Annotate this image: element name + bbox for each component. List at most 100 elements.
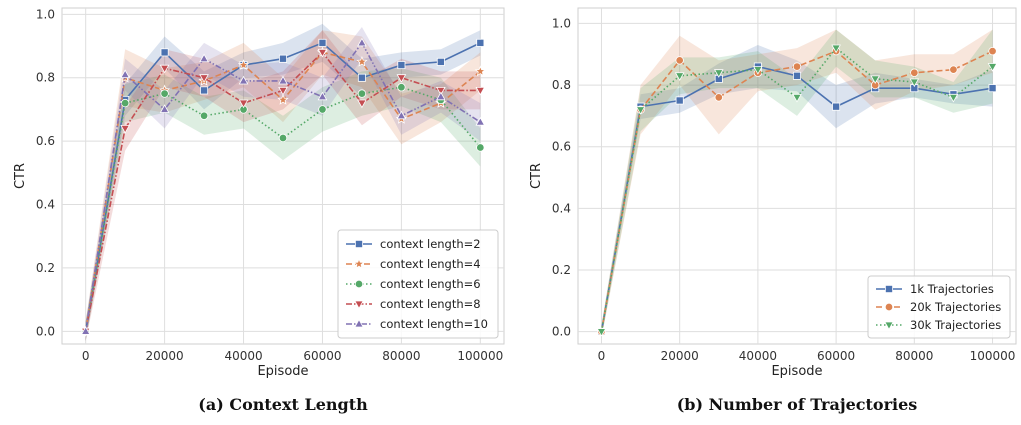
data-point [792,93,802,103]
data-point [317,48,328,58]
legend-entry: context length=6 [380,277,481,291]
x-tick-label: 100000 [457,349,503,363]
y-tick-label: 0.4 [36,198,55,212]
data-point [987,63,998,72]
data-point [120,98,130,108]
data-point [674,72,685,81]
x-tick-label: 20000 [146,349,184,363]
data-point [317,91,328,101]
legend-marker [354,300,364,310]
data-point [436,86,446,96]
confidence-band [85,30,481,341]
y-tick-label: 0.2 [36,261,55,275]
data-point [476,143,485,152]
data-point [476,38,485,47]
legend-box [867,275,1011,339]
data-point [318,105,327,114]
data-point [120,69,130,79]
data-point [120,124,130,134]
legend-entry: 20k Trajectories [910,300,1001,314]
x-tick-label: 20000 [661,349,699,363]
data-point [792,62,802,71]
confidence-band [601,29,993,338]
data-point [714,93,723,102]
series-line [84,41,481,332]
data-point [832,102,841,111]
data-point [596,328,607,337]
x-tick-label: 60000 [817,349,855,363]
data-point [199,111,209,120]
x-axis-label: Episode [771,364,822,379]
data-point [159,104,170,113]
data-point [277,93,289,105]
data-point [675,56,684,65]
legend: context length=2 context length=4 context … [337,229,499,339]
data-point [793,71,802,80]
data-point [397,61,406,70]
data-point [278,54,287,63]
y-tick-label: 1.0 [36,7,55,21]
y-tick-label: 1.0 [552,16,571,30]
data-point [160,48,169,57]
data-point [357,37,367,47]
data-point [396,110,407,120]
x-tick-label: 0 [82,349,90,363]
x-tick-label: 80000 [382,349,420,363]
x-tick-label: 40000 [224,349,262,363]
confidence-band [601,29,993,338]
data-point [278,75,288,85]
data-point [318,38,327,47]
data-point [80,326,91,335]
data-point [909,78,920,88]
data-point [948,93,959,103]
data-point [160,89,169,98]
data-point [356,55,368,67]
data-point [831,44,841,54]
legend-entry: 1k Trajectories [910,282,994,296]
y-axis-label: CTR [13,163,28,189]
x-tick-label: 100000 [970,349,1016,363]
legend-entry: context length=2 [380,237,481,251]
chart-caption: (b) Number of Trajectories [677,395,918,414]
data-point [238,75,249,85]
legend-entry: context length=4 [380,257,481,271]
data-point [675,96,684,105]
data-point [475,116,486,126]
chart-panel-number-of-trajectories: 0.0 0.2 0.4 0.6 0.8 1.0 0 20000 40000 60000 80000 1… [529,7,1017,414]
data-point [396,74,407,83]
data-point [910,68,919,77]
legend-marker [354,239,363,248]
y-tick-label: 0.2 [552,263,571,277]
data-point [635,106,646,115]
y-tick-label: 0.6 [36,134,55,148]
data-point [949,65,958,74]
data-point [357,99,367,109]
x-axis-label: Episode [257,364,308,379]
data-point [357,89,367,98]
y-axis-label: CTR [529,163,544,189]
data-point [199,74,209,83]
data-point [199,53,209,63]
data-point [436,91,446,101]
legend-entry: context length=10 [380,317,488,331]
data-point [357,73,366,82]
y-tick-label: 0.8 [36,71,55,85]
confidence-band [85,30,481,341]
data-point [753,66,763,75]
legend-marker [884,302,894,312]
x-tick-label: 0 [598,349,606,363]
legend-marker [354,318,364,328]
data-point [870,75,881,85]
confidence-band [85,23,481,341]
data-point [988,84,997,93]
legend-entry: context length=8 [380,297,481,311]
data-point [436,57,445,66]
x-tick-label: 40000 [739,349,777,363]
data-point [200,86,209,95]
data-point [238,99,249,109]
y-tick-label: 0.8 [552,78,571,92]
data-point [278,86,288,96]
legend-marker [885,284,894,293]
y-tick-label: 0.0 [552,325,571,339]
